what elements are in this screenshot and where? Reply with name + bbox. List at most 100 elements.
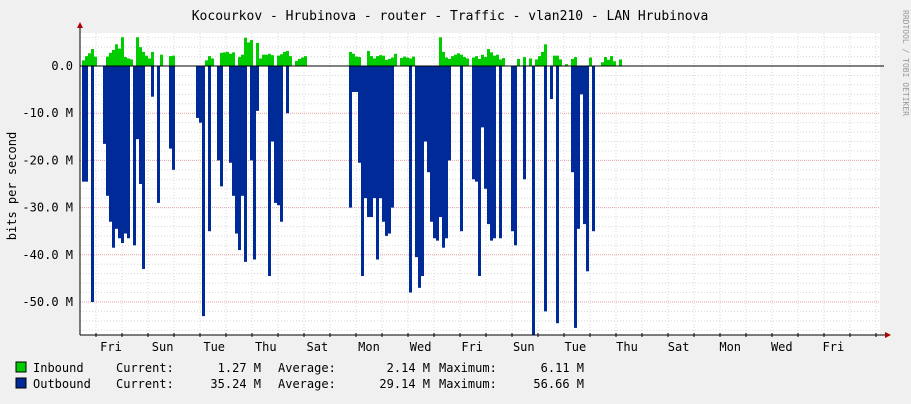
- outbound-bar: [577, 66, 580, 229]
- outbound-bar: [421, 66, 424, 277]
- outbound-bar: [523, 66, 526, 180]
- inbound-bar: [613, 61, 616, 67]
- outbound-bar: [556, 66, 559, 324]
- inbound-bar: [490, 52, 493, 67]
- inbound-bar: [352, 53, 355, 67]
- x-axis-arrow: [885, 332, 891, 338]
- outbound-bar: [127, 66, 130, 239]
- outbound-bar: [445, 66, 448, 239]
- outbound-bar: [430, 66, 433, 222]
- inbound-bar: [454, 54, 457, 67]
- outbound-bar: [592, 66, 595, 232]
- axes: [77, 22, 891, 338]
- legend-outbound-current: 35.24 M: [210, 377, 261, 391]
- legend-inbound-name: Inbound: [33, 361, 84, 375]
- outbound-bar: [475, 66, 478, 182]
- outbound-bar: [439, 66, 442, 218]
- outbound-bar: [379, 66, 382, 199]
- inbound-bar: [301, 57, 304, 67]
- outbound-bar: [199, 66, 202, 123]
- x-tick-label: Fri: [100, 340, 122, 354]
- y-tick-labels: 0.0 -10.0 M -20.0 M -30.0 M -40.0 M -50.0 M: [22, 59, 73, 309]
- outbound-bar: [511, 66, 514, 232]
- legend: Inbound Current: 1.27 M Average: 2.14 M …: [15, 361, 584, 391]
- x-tick-label: Tue: [203, 340, 225, 354]
- inbound-bar: [475, 56, 478, 67]
- inbound-bar: [619, 59, 622, 67]
- outbound-bar: [442, 66, 445, 248]
- x-tick-labels: Fri Sun Tue Thu Sat Mon Wed Fri Sun Tue Thu Sat Mon W…: [100, 340, 844, 354]
- outbound-bar: [139, 66, 142, 184]
- outbound-bar: [250, 66, 253, 161]
- inbound-bar: [379, 55, 382, 67]
- inbound-bar: [229, 53, 232, 67]
- x-tick-label: Thu: [255, 340, 277, 354]
- y-tick-label: 0.0: [51, 59, 73, 73]
- inbound-bar: [481, 54, 484, 67]
- outbound-bar: [355, 66, 358, 92]
- inbound-bar: [127, 58, 130, 67]
- inbound-bar: [484, 57, 487, 67]
- outbound-bar: [235, 66, 238, 234]
- outbound-bar: [229, 66, 232, 163]
- inbound-bar: [250, 40, 253, 67]
- x-tick-label: Tue: [565, 340, 587, 354]
- inbound-bar: [283, 51, 286, 67]
- outbound-bar: [124, 66, 127, 234]
- inbound-bar: [238, 57, 241, 67]
- inbound-bar: [607, 59, 610, 67]
- inbound-bar: [370, 56, 373, 67]
- outbound-bar: [220, 66, 223, 187]
- outbound-bar: [271, 66, 274, 142]
- outbound-bar: [157, 66, 160, 203]
- inbound-bar: [262, 54, 265, 67]
- inbound-bar: [109, 52, 112, 67]
- x-tick-label: Sat: [307, 340, 329, 354]
- outbound-bar: [415, 66, 418, 258]
- outbound-bar: [85, 66, 88, 182]
- legend-outbound: Outbound Current: 35.24 M Average: 29.14…: [15, 377, 584, 391]
- inbound-bar: [403, 56, 406, 67]
- inbound-bar: [358, 57, 361, 67]
- inbound-bar: [232, 52, 235, 67]
- outbound-bar: [580, 66, 583, 95]
- legend-outbound-swatch: [15, 377, 27, 389]
- outbound-bar: [499, 66, 502, 239]
- inbound-bar: [535, 59, 538, 67]
- inbound-bar: [463, 57, 466, 67]
- y-axis-label: bits per second: [5, 132, 19, 240]
- inbound-bar: [466, 58, 469, 67]
- inbound-bar: [478, 58, 481, 67]
- outbound-bar: [118, 66, 121, 239]
- outbound-bar: [424, 66, 427, 142]
- legend-average-label: Average:: [278, 377, 336, 391]
- inbound-bar: [88, 53, 91, 67]
- inbound-bar: [394, 53, 397, 67]
- outbound-bar: [391, 66, 394, 208]
- inbound-bar: [85, 56, 88, 67]
- outbound-bar: [115, 66, 118, 229]
- outbound-bar: [244, 66, 247, 262]
- outbound-bar: [136, 66, 139, 140]
- x-tick-label: Sun: [513, 340, 535, 354]
- outbound-bar: [208, 66, 211, 232]
- inbound-bar: [487, 49, 490, 67]
- outbound-bar: [571, 66, 574, 173]
- inbound-bar: [376, 56, 379, 67]
- inbound-bar: [259, 58, 262, 67]
- outbound-bar: [532, 66, 535, 335]
- data-bars: [82, 37, 622, 335]
- outbound-bar: [256, 66, 259, 111]
- inbound-bar: [151, 51, 154, 67]
- outbound-bar: [112, 66, 115, 248]
- inbound-bar: [226, 51, 229, 67]
- chart-title: Kocourkov - Hrubinova - router - Traffic…: [192, 9, 709, 24]
- outbound-bar: [133, 66, 136, 246]
- inbound-bar: [391, 57, 394, 67]
- outbound-bar: [436, 66, 439, 241]
- inbound-bar: [493, 55, 496, 67]
- inbound-bar: [601, 62, 604, 67]
- outbound-bar: [352, 66, 355, 92]
- inbound-bar: [136, 37, 139, 67]
- inbound-bar: [241, 54, 244, 67]
